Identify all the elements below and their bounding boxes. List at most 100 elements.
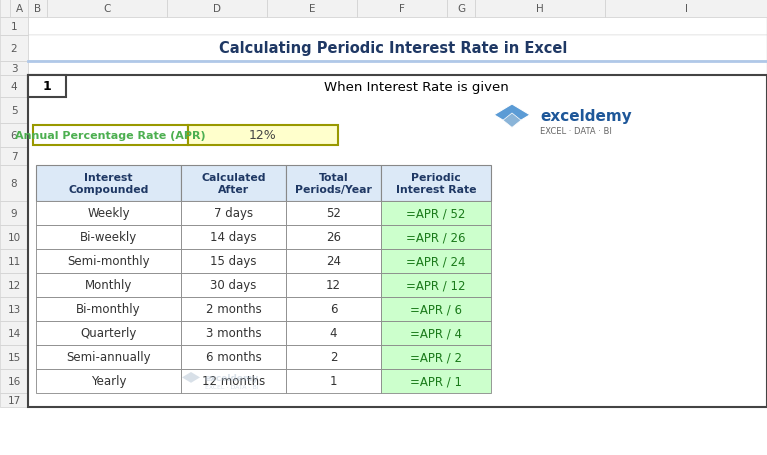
Bar [28, 345, 767, 369]
Text: When Interest Rate is given: When Interest Rate is given [324, 81, 509, 93]
Text: 11: 11 [8, 257, 21, 267]
Bar [0, 18, 28, 36]
Text: 26: 26 [326, 231, 341, 244]
Bar [28, 18, 767, 36]
Text: =APR / 1: =APR / 1 [410, 374, 462, 388]
Bar [605, 0, 767, 18]
Text: 8: 8 [11, 179, 18, 188]
Text: 4: 4 [330, 327, 337, 340]
Text: 3 months: 3 months [206, 327, 262, 340]
Bar [181, 226, 286, 249]
Bar [28, 273, 767, 298]
Bar [381, 273, 491, 298]
Bar [0, 226, 28, 249]
Bar [181, 202, 286, 226]
Text: 1: 1 [43, 81, 51, 93]
Text: Quarterly: Quarterly [81, 327, 137, 340]
Bar [181, 166, 286, 202]
Bar [36, 321, 181, 345]
Text: F: F [399, 4, 405, 14]
Bar [381, 202, 491, 226]
Text: Calculated
After: Calculated After [201, 173, 265, 194]
Bar [0, 345, 28, 369]
Polygon shape [182, 372, 200, 383]
Bar [36, 298, 181, 321]
Bar [167, 0, 267, 18]
Text: 1: 1 [330, 374, 337, 388]
Bar [36, 273, 181, 298]
Text: 15: 15 [8, 352, 21, 362]
Bar [0, 76, 28, 98]
Bar [28, 148, 767, 166]
Text: =APR / 26: =APR / 26 [407, 231, 466, 244]
Text: Monthly: Monthly [85, 279, 132, 292]
Text: =APR / 4: =APR / 4 [410, 327, 462, 340]
Text: EXCEL · DATA · BI: EXCEL · DATA · BI [540, 127, 612, 136]
Bar [36, 249, 181, 273]
Text: 2: 2 [11, 44, 18, 54]
Text: 6: 6 [11, 131, 18, 141]
Bar [0, 98, 28, 124]
Text: 10: 10 [8, 233, 21, 243]
Bar [447, 0, 475, 18]
Text: 7 days: 7 days [214, 207, 253, 220]
Bar [181, 298, 286, 321]
Text: Semi-annually: Semi-annually [66, 351, 151, 364]
Bar [381, 369, 491, 393]
Bar [181, 345, 286, 369]
Bar [0, 202, 28, 226]
Text: exceldemy: exceldemy [205, 374, 259, 383]
Bar [28, 369, 767, 393]
Text: 12 months: 12 months [202, 374, 265, 388]
Bar [10, 0, 28, 18]
Text: 4: 4 [11, 82, 18, 92]
Text: =APR / 52: =APR / 52 [407, 207, 466, 220]
Bar [28, 202, 767, 226]
Text: 3: 3 [11, 64, 18, 74]
Bar [181, 369, 286, 393]
Polygon shape [494, 105, 530, 126]
Text: D: D [213, 4, 221, 14]
Bar [28, 226, 767, 249]
Text: 6 months: 6 months [206, 351, 262, 364]
Text: Bi-weekly: Bi-weekly [80, 231, 137, 244]
Bar [0, 393, 28, 407]
Bar [28, 36, 767, 62]
Bar [36, 369, 181, 393]
Text: 5: 5 [11, 106, 18, 116]
Bar [28, 76, 66, 98]
Text: 7: 7 [11, 152, 18, 162]
Bar [36, 202, 181, 226]
Text: A: A [15, 4, 22, 14]
Bar [0, 36, 28, 62]
Text: Yearly: Yearly [91, 374, 127, 388]
Text: Total
Periods/Year: Total Periods/Year [295, 173, 372, 194]
Bar [286, 273, 381, 298]
Text: =APR / 12: =APR / 12 [407, 279, 466, 292]
Bar [357, 0, 447, 18]
Bar [28, 98, 767, 124]
Text: 52: 52 [326, 207, 341, 220]
Bar [286, 321, 381, 345]
Text: 1: 1 [11, 22, 18, 32]
Bar [0, 148, 28, 166]
Text: Calculating Periodic Interest Rate in Excel: Calculating Periodic Interest Rate in Ex… [219, 41, 568, 56]
Text: 14: 14 [8, 328, 21, 338]
Bar [28, 393, 767, 407]
Bar [28, 62, 767, 76]
Bar [0, 124, 28, 148]
Text: H: H [536, 4, 544, 14]
Bar [47, 0, 167, 18]
Bar [475, 0, 605, 18]
Bar [188, 126, 338, 146]
Bar [28, 298, 767, 321]
Bar [381, 226, 491, 249]
Text: 2: 2 [330, 351, 337, 364]
Bar [0, 321, 28, 345]
Bar [0, 0, 10, 18]
Text: C: C [104, 4, 110, 14]
Bar [286, 202, 381, 226]
Text: I: I [684, 4, 687, 14]
Bar [286, 226, 381, 249]
Text: 24: 24 [326, 255, 341, 268]
